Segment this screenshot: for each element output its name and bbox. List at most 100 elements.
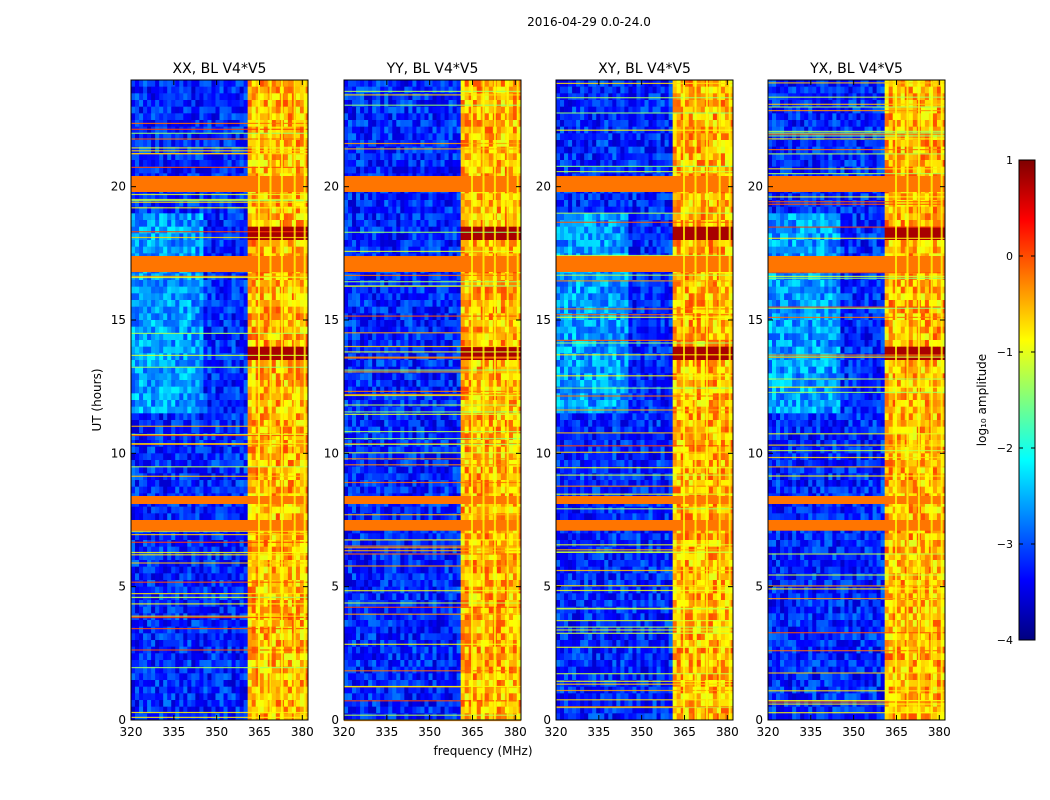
heatmap-cell xyxy=(215,700,220,708)
heatmap-cell xyxy=(147,366,152,374)
heatmap-cell xyxy=(255,140,261,148)
heatmap-cell xyxy=(416,100,421,108)
heatmap-cell xyxy=(243,93,249,101)
heatmap-cell xyxy=(215,193,220,201)
heatmap-cell xyxy=(143,533,148,541)
heatmap-cell xyxy=(448,113,454,121)
heatmap-cell xyxy=(159,360,164,368)
heatmap-cell xyxy=(243,486,249,494)
heatmap-cell xyxy=(131,673,136,681)
heatmap-cell xyxy=(151,666,156,674)
heatmap-cell xyxy=(195,620,200,628)
heatmap-cell xyxy=(255,286,261,294)
heatmap-cell xyxy=(211,200,216,208)
heatmap-cell xyxy=(155,386,160,394)
heatmap-cell xyxy=(179,200,184,208)
heatmap-cell xyxy=(171,240,176,248)
heatmap-cell xyxy=(147,466,152,474)
heatmap-cell xyxy=(456,120,462,128)
heatmap-cell xyxy=(243,353,249,361)
heatmap-cell xyxy=(143,153,148,161)
heatmap-cell xyxy=(287,533,293,541)
heatmap-cell xyxy=(179,126,184,134)
heatmap-cell xyxy=(211,300,216,308)
heatmap-cell xyxy=(295,420,301,428)
heatmap-cell xyxy=(195,393,200,401)
heatmap-cell xyxy=(303,220,309,228)
heatmap-cell xyxy=(484,126,490,134)
heatmap-cell xyxy=(275,700,281,708)
heatmap-cell xyxy=(247,433,253,441)
heatmap-cell xyxy=(396,133,401,141)
heatmap-cell xyxy=(159,613,164,621)
heatmap-cell xyxy=(444,93,449,101)
heatmap-cell xyxy=(223,480,228,488)
heatmap-cell xyxy=(259,80,265,88)
heatmap-cell xyxy=(183,166,188,174)
heatmap-cell xyxy=(183,700,188,708)
heatmap-cell xyxy=(348,80,353,88)
heatmap-cell xyxy=(239,166,245,174)
heatmap-cell xyxy=(175,286,180,294)
heatmap-cell xyxy=(219,640,224,648)
heatmap-cell xyxy=(271,573,277,581)
heatmap-cell xyxy=(179,640,184,648)
heatmap-cell xyxy=(211,133,216,141)
heatmap-cell xyxy=(251,93,257,101)
heatmap-cell xyxy=(187,106,192,114)
heatmap-cell xyxy=(203,586,208,594)
heatmap-cell xyxy=(235,506,241,514)
heatmap-cell xyxy=(159,246,164,254)
heatmap-cell xyxy=(163,313,168,321)
heatmap-cell xyxy=(207,306,212,314)
heatmap-cell xyxy=(512,146,518,154)
heatmap-cell xyxy=(147,680,152,688)
heatmap-cell xyxy=(171,366,176,374)
heatmap-cell xyxy=(167,433,172,441)
heatmap-cell xyxy=(239,466,245,474)
heatmap-cell xyxy=(484,146,490,154)
heatmap-cell xyxy=(167,113,172,121)
heatmap-cell xyxy=(131,453,136,461)
heatmap-cell xyxy=(384,153,389,161)
heatmap-cell xyxy=(219,413,224,421)
heatmap-cell xyxy=(287,193,293,201)
heatmap-cell xyxy=(211,160,216,168)
heatmap-cell xyxy=(135,380,140,388)
heatmap-cell xyxy=(151,360,156,368)
heatmap-cell xyxy=(147,213,152,221)
heatmap-cell xyxy=(376,100,381,108)
heatmap-cell xyxy=(151,126,156,134)
heatmap-cell xyxy=(247,286,253,294)
heatmap-cell xyxy=(159,200,164,208)
heatmap-cell xyxy=(283,640,289,648)
heatmap-cell xyxy=(416,160,421,168)
heatmap-cell xyxy=(187,506,192,514)
heatmap-cell xyxy=(444,86,449,94)
heatmap-cell xyxy=(259,333,265,341)
heatmap-cell xyxy=(171,413,176,421)
heatmap-cell xyxy=(259,320,265,328)
heatmap-cell xyxy=(139,113,144,121)
heatmap-cell xyxy=(259,480,265,488)
heatmap-cell xyxy=(187,393,192,401)
heatmap-cell xyxy=(203,553,208,561)
heatmap-cell xyxy=(155,233,160,241)
heatmap-cell xyxy=(516,160,522,168)
heatmap-cell xyxy=(207,333,212,341)
heatmap-cell xyxy=(243,673,249,681)
heatmap-cell xyxy=(143,106,148,114)
rfi-streak xyxy=(131,667,308,669)
heatmap-cell xyxy=(227,546,232,554)
heatmap-cell xyxy=(243,113,249,121)
heatmap-cell xyxy=(191,673,196,681)
heatmap-cell xyxy=(275,340,281,348)
heatmap-cell xyxy=(139,406,144,414)
heatmap-cell xyxy=(187,413,192,421)
heatmap-cell xyxy=(179,220,184,228)
heatmap-cell xyxy=(356,126,361,134)
heatmap-cell xyxy=(231,313,236,321)
heatmap-cell xyxy=(147,140,152,148)
heatmap-cell xyxy=(436,120,441,128)
heatmap-cell xyxy=(255,153,261,161)
